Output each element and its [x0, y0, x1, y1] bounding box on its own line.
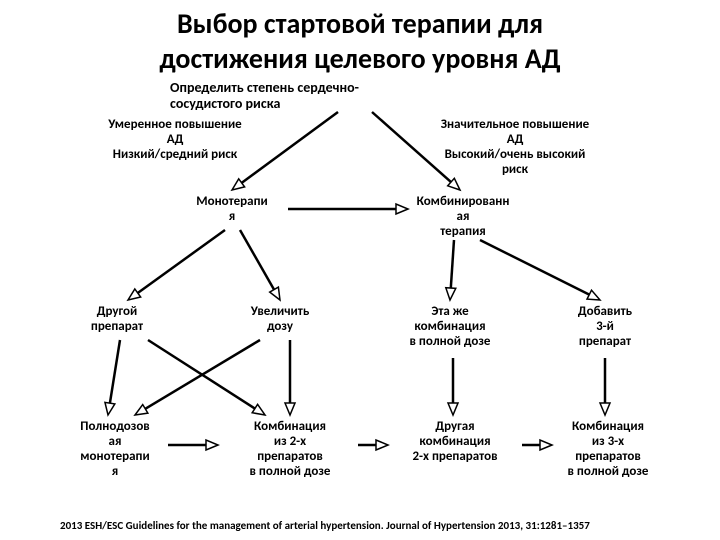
node-samecombo: Эта жекомбинацияв полной дозе [380, 305, 520, 350]
node-increase: Увеличитьдозу [220, 305, 340, 335]
node-combo: Комбинированнаятерапия [383, 195, 543, 240]
title-line1: Выбор стартовой терапии для [0, 6, 720, 41]
node-add3: Добавить3-йпрепарат [545, 305, 665, 350]
page-title: Выбор стартовой терапии для достижения ц… [0, 6, 720, 76]
title-line2: достижения целевого уровня АД [0, 41, 720, 76]
node-root: Определить степень сердечно-сосудистого … [170, 80, 410, 112]
node-othercombo: Другаякомбинация2-х препаратов [380, 420, 530, 465]
citation-footer: 2013 ESH/ESC Guidelines for the manageme… [60, 520, 710, 533]
node-right1: Значительное повышениеАДВысокий/очень вы… [405, 118, 625, 178]
node-other: Другойпрепарат [62, 305, 172, 335]
node-combo2: Комбинацияиз 2-хпрепаратовв полной дозе [220, 420, 360, 480]
node-combo3: Комбинацияиз 3-хпрепаратовв полной дозе [533, 420, 683, 480]
node-fullmono: Полнодозоваямонотерапия [55, 420, 175, 480]
node-mono: Монотерапия [172, 195, 292, 225]
node-left1: Умеренное повышениеАДНизкий/средний риск [75, 118, 275, 163]
